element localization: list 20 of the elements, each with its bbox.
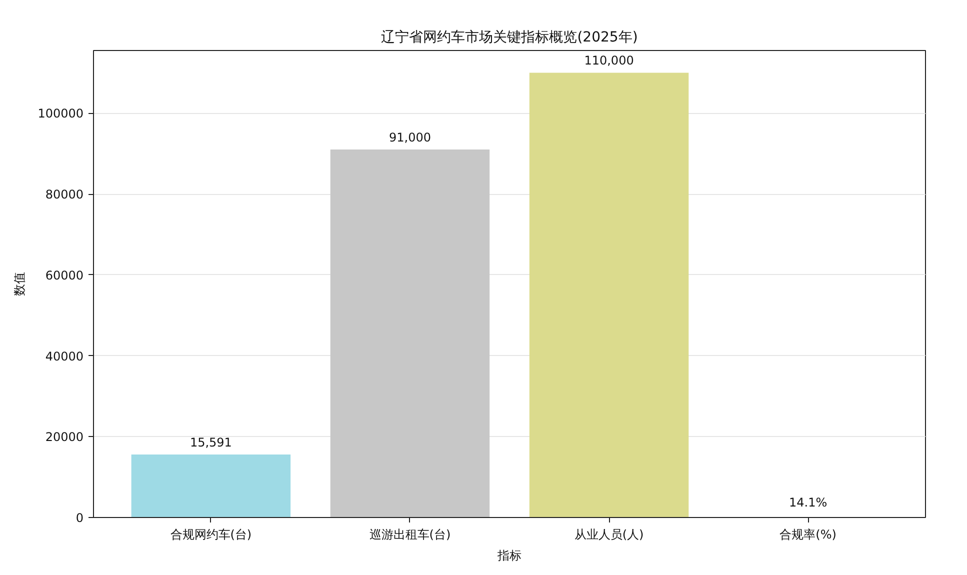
bar	[131, 454, 291, 518]
x-axis-title: 指标	[496, 548, 522, 562]
x-tick-label: 从业人员(人)	[574, 528, 644, 542]
bar	[330, 150, 490, 518]
y-tick-label: 0	[76, 511, 84, 525]
x-tick-label: 合规率(%)	[780, 528, 836, 542]
y-tick-label: 80000	[45, 188, 84, 202]
y-axis-title: 数值	[12, 272, 27, 296]
data-label: 110,000	[584, 54, 634, 68]
data-label: 14.1%	[789, 495, 828, 510]
data-label: 91,000	[388, 130, 431, 145]
data-label: 15,591	[190, 435, 232, 450]
y-tick-label: 100000	[38, 106, 84, 121]
y-tick-label: 20000	[45, 430, 84, 444]
x-tick-label: 巡游出租车(台)	[369, 528, 451, 542]
x-tick-label: 合规网约车(台)	[170, 528, 252, 542]
y-tick-label: 60000	[45, 268, 84, 282]
y-tick-label: 40000	[45, 349, 84, 364]
chart-title: 辽宁省网约车市场关键指标概览(2025年)	[381, 30, 638, 46]
bar	[529, 72, 689, 518]
